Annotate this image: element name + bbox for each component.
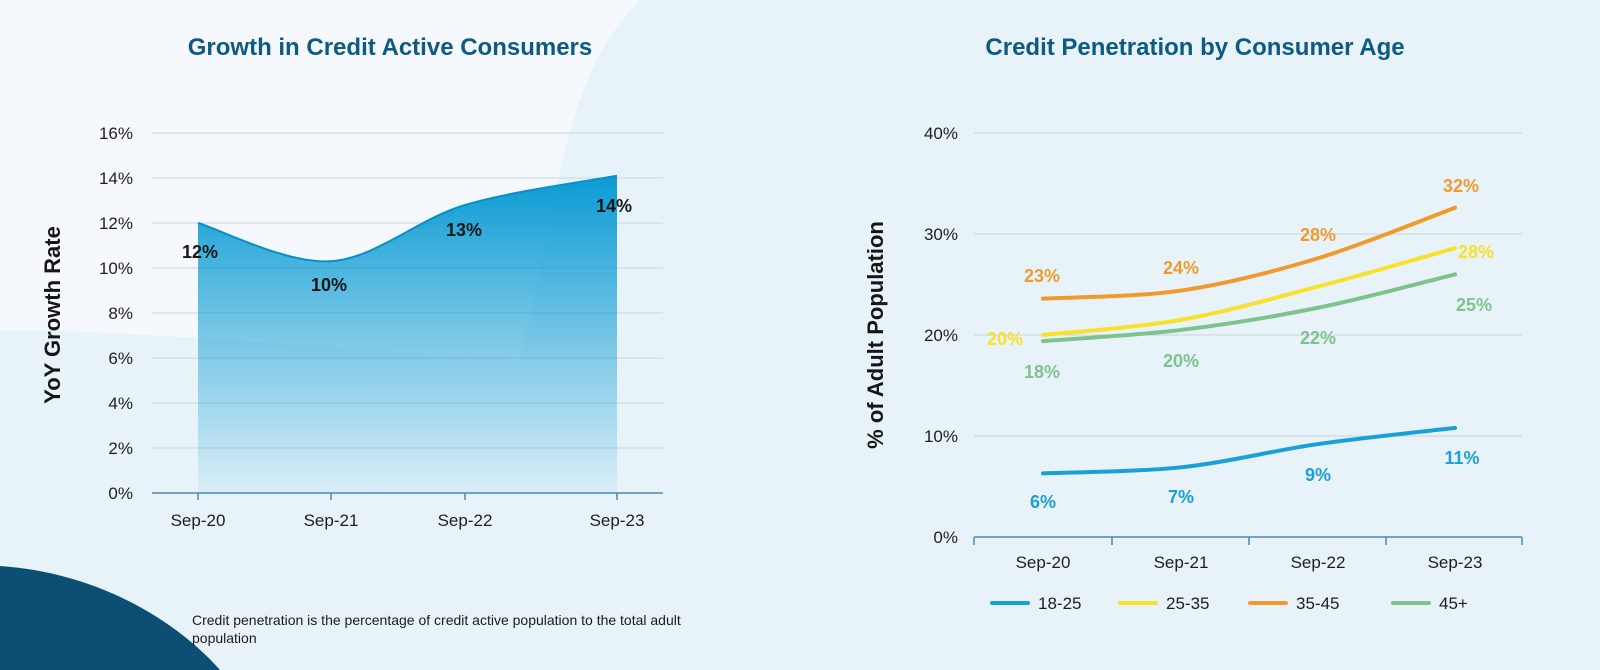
data-label: 18%	[1024, 362, 1060, 382]
data-label: 28%	[1458, 242, 1494, 262]
data-label: 23%	[1024, 266, 1060, 286]
x-tick-label: Sep-23	[1428, 553, 1483, 572]
series-line-18-25	[1041, 425, 1457, 476]
data-label: 28%	[1300, 225, 1336, 245]
y-tick-label: 2%	[108, 439, 133, 458]
y-tick-label: 8%	[108, 304, 133, 323]
y-tick-label: 30%	[924, 225, 958, 244]
y-tick-label: 16%	[99, 124, 133, 143]
y-tick-label: 0%	[108, 484, 133, 503]
data-label: 12%	[182, 242, 218, 262]
x-tick-label: Sep-22	[438, 511, 493, 530]
x-tick-label: Sep-22	[1291, 553, 1346, 572]
legend-label: 18-25	[1038, 594, 1081, 613]
penetration-line-chart: 0% 10% 20% 30% 40% Sep-20 Sep-21 Sep-22 Sep-23 6%…	[863, 124, 1523, 613]
data-label: 7%	[1168, 487, 1194, 507]
x-tick-label: Sep-20	[171, 511, 226, 530]
y-tick-label: 10%	[99, 259, 133, 278]
data-label: 13%	[446, 220, 482, 240]
data-label: 25%	[1456, 295, 1492, 315]
data-label: 9%	[1305, 465, 1331, 485]
series-line-25-35	[1041, 246, 1457, 337]
y-axis-title: YoY Growth Rate	[40, 226, 65, 404]
footnote: Credit penetration is the percentage of …	[192, 612, 681, 646]
y-tick-label: 40%	[924, 124, 958, 143]
data-label: 6%	[1030, 492, 1056, 512]
data-label: 24%	[1163, 258, 1199, 278]
chart-title-growth: Growth in Credit Active Consumers	[187, 34, 593, 61]
growth-line	[197, 174, 618, 263]
y-tick-label: 0%	[933, 528, 958, 547]
y-tick-label: 12%	[99, 214, 133, 233]
x-tick-label: Sep-21	[1154, 553, 1209, 572]
y-tick-label: 4%	[108, 394, 133, 413]
x-tick-label: Sep-21	[304, 511, 359, 530]
data-label: 10%	[311, 275, 347, 295]
growth-area-chart: 0% 2% 4% 6% 8% 10% 12% 14% 16% Sep-20 Sep-21 Sep-22…	[40, 124, 663, 530]
chart-title-penetration: Credit Penetration by Consumer Age	[985, 34, 1405, 61]
data-label: 20%	[1163, 351, 1199, 371]
legend-label: 45+	[1439, 594, 1468, 613]
legend-label: 25-35	[1166, 594, 1209, 613]
y-tick-label: 20%	[924, 326, 958, 345]
legend-label: 35-45	[1296, 594, 1339, 613]
y-tick-label: 6%	[108, 349, 133, 368]
data-label: 14%	[596, 196, 632, 216]
y-tick-label: 14%	[99, 169, 133, 188]
x-tick-label: Sep-20	[1016, 553, 1071, 572]
x-tick-label: Sep-23	[590, 511, 645, 530]
series-line-35-45	[1041, 205, 1457, 301]
data-label: 22%	[1300, 328, 1336, 348]
data-label: 32%	[1443, 176, 1479, 196]
series-line-45+	[1041, 272, 1457, 344]
corner-accent	[0, 566, 220, 670]
data-label: 20%	[987, 329, 1023, 349]
y-axis-title: % of Adult Population	[863, 221, 888, 449]
data-label: 11%	[1444, 448, 1479, 468]
y-tick-label: 10%	[924, 427, 958, 446]
growth-area	[198, 175, 617, 493]
